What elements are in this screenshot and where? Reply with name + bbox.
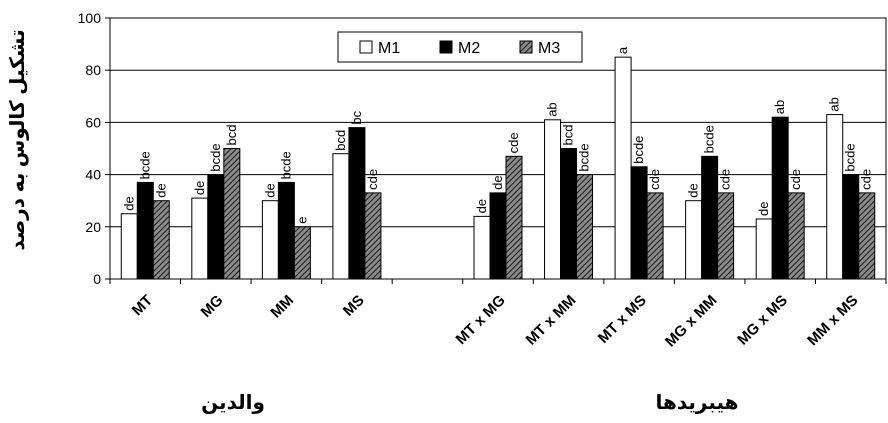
bar-m3 (364, 192, 382, 280)
data-label: bcd (224, 125, 239, 146)
plot-frame (109, 17, 887, 280)
x-tick-label: MT x MS (595, 292, 650, 347)
bar-m3 (152, 200, 170, 280)
bar-m1 (191, 197, 209, 280)
x-tick-label: MS (340, 292, 368, 320)
bar-m2 (771, 116, 789, 280)
data-label: de (153, 183, 168, 197)
data-label: de (121, 196, 136, 210)
bar-m3 (505, 155, 523, 280)
bar-m2 (630, 166, 648, 280)
data-label: ab (827, 97, 842, 111)
y-tick-label: 0 (93, 271, 101, 287)
data-label: bcde (843, 143, 858, 171)
data-label: e (294, 217, 309, 224)
bar-m2 (277, 181, 295, 280)
group-title-hybrids: هیبریدها (655, 392, 738, 414)
data-label: de (756, 202, 771, 216)
bar-m1 (614, 56, 632, 280)
bar-m3 (717, 192, 735, 280)
y-tick-label: 100 (78, 10, 102, 26)
bar-m1 (755, 218, 773, 280)
y-tick-label: 80 (85, 62, 101, 78)
bar-m2 (207, 174, 225, 280)
bar-m2 (701, 155, 719, 280)
bar-m3 (787, 192, 805, 280)
data-label: cde (788, 169, 803, 190)
bar-m3 (858, 192, 876, 280)
bar-m1 (826, 114, 844, 280)
bar-m1 (544, 119, 562, 280)
x-tick-label: MT x MM (523, 292, 580, 349)
data-label: de (686, 183, 701, 197)
bar-m1 (261, 200, 279, 280)
data-label: de (192, 181, 207, 195)
data-label: bcde (702, 125, 717, 153)
bar-m2 (489, 192, 507, 280)
legend-swatch-m1 (359, 40, 373, 54)
data-label: bcde (278, 151, 293, 179)
data-label: a (615, 46, 630, 54)
bar-m2 (842, 174, 860, 280)
y-tick-label: 60 (85, 114, 101, 130)
legend-swatch-m3 (519, 40, 533, 54)
legend: M1 M2 M3 (337, 31, 583, 63)
data-label: cde (365, 169, 380, 190)
data-label: bcde (137, 151, 152, 179)
data-label: cde (718, 169, 733, 190)
bar-m2 (560, 148, 578, 280)
legend-swatch-m2 (439, 40, 453, 54)
x-tick-label: MG x MS (734, 292, 791, 349)
bar-m2 (348, 127, 366, 280)
bar-m3 (646, 192, 664, 280)
y-axis-label: تشکیل کالوس به درصد (7, 29, 29, 250)
data-label: de (262, 183, 277, 197)
x-tick-label: MM (267, 292, 297, 322)
y-tick-label: 40 (85, 167, 101, 183)
bar-m1 (120, 213, 138, 280)
data-label: bcd (333, 130, 348, 151)
data-label: cde (859, 169, 874, 190)
data-label: bcde (631, 136, 646, 164)
y-tick-label: 20 (85, 219, 101, 235)
data-label: bc (349, 110, 364, 124)
x-tick-label: MG x MM (662, 292, 721, 351)
data-label: de (490, 175, 505, 189)
data-label: bcde (577, 143, 592, 171)
x-tick-label: MT x MG (453, 292, 509, 348)
bar-m1 (685, 200, 703, 280)
bar-m3 (293, 226, 311, 280)
data-label: cde (647, 169, 662, 190)
x-tick-label: MT (129, 292, 156, 319)
data-label: de (474, 199, 489, 213)
data-label: bcd (561, 125, 576, 146)
group-title-parents: والدین (201, 392, 265, 414)
data-label: cde (506, 132, 521, 153)
x-tick-label: MG (198, 292, 227, 321)
data-label: ab (772, 100, 787, 114)
legend-label-m3: M3 (538, 40, 560, 57)
legend-label-m1: M1 (378, 40, 400, 57)
bar-m3 (223, 148, 241, 280)
data-label: ab (545, 102, 560, 116)
x-tick-label: MM x MS (804, 292, 861, 349)
bar-m1 (332, 153, 350, 280)
bar-m3 (576, 174, 594, 280)
bar-m1 (473, 215, 491, 280)
legend-label-m2: M2 (458, 40, 480, 57)
bar-m2 (136, 181, 154, 280)
bars (120, 56, 876, 280)
legend-box (337, 31, 583, 63)
data-label: bcde (208, 143, 223, 171)
